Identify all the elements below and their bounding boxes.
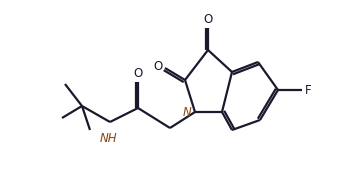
- Text: N: N: [182, 105, 191, 118]
- Text: O: O: [133, 67, 143, 80]
- Text: F: F: [305, 84, 312, 96]
- Text: NH: NH: [100, 132, 118, 145]
- Text: O: O: [203, 13, 213, 26]
- Text: O: O: [154, 61, 163, 73]
